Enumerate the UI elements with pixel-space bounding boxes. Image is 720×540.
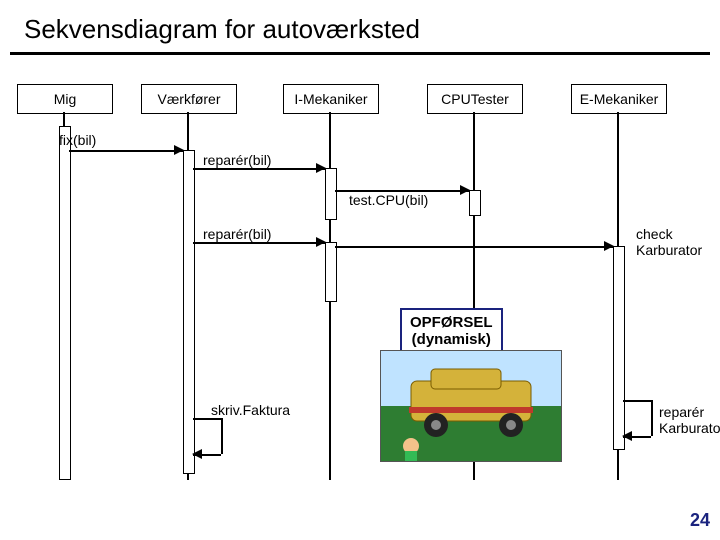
activation-cpu-3 (469, 190, 481, 216)
title-underline (10, 52, 710, 55)
activation-mig-0 (59, 126, 71, 480)
msg-arrow-1 (316, 163, 326, 173)
msg-label-3: reparér(bil) (203, 226, 271, 242)
msg-label-1: reparér(bil) (203, 152, 271, 168)
msg-line-4 (335, 246, 613, 248)
self-side-1 (651, 400, 653, 436)
self-top-1 (623, 400, 651, 402)
self-label-1: reparér Karburator (659, 404, 720, 436)
msg-label-0: fix(bil) (59, 132, 96, 148)
object-im: I-Mekaniker (283, 84, 379, 114)
cartoon-image (380, 350, 562, 462)
msg-arrow-4 (604, 241, 614, 251)
activation-im-4 (325, 242, 337, 302)
self-label-0: skriv.Faktura (211, 402, 290, 418)
msg-arrow-0 (174, 145, 184, 155)
note-box: OPFØRSEL(dynamisk) (400, 308, 503, 354)
msg-arrow-2 (460, 185, 470, 195)
self-side-0 (221, 418, 223, 454)
activation-vf-1 (183, 150, 195, 474)
self-arrow-1 (622, 431, 632, 441)
msg-arrow-3 (316, 237, 326, 247)
note-line2: (dynamisk) (412, 331, 491, 348)
msg-label-4: check Karburator (636, 226, 720, 258)
object-mig: Mig (17, 84, 113, 114)
msg-line-3 (193, 242, 325, 244)
self-top-0 (193, 418, 221, 420)
activation-im-2 (325, 168, 337, 220)
page-title: Sekvensdiagram for autoværksted (24, 14, 420, 45)
self-arrow-0 (192, 449, 202, 459)
object-cpu: CPUTester (427, 84, 523, 114)
msg-line-0 (69, 150, 183, 152)
msg-label-2: test.CPU(bil) (349, 192, 428, 208)
object-vf: Værkfører (141, 84, 237, 114)
activation-em-5 (613, 246, 625, 450)
msg-line-1 (193, 168, 325, 170)
note-line1: OPFØRSEL (410, 314, 493, 331)
object-em: E-Mekaniker (571, 84, 667, 114)
page-number: 24 (690, 510, 710, 531)
